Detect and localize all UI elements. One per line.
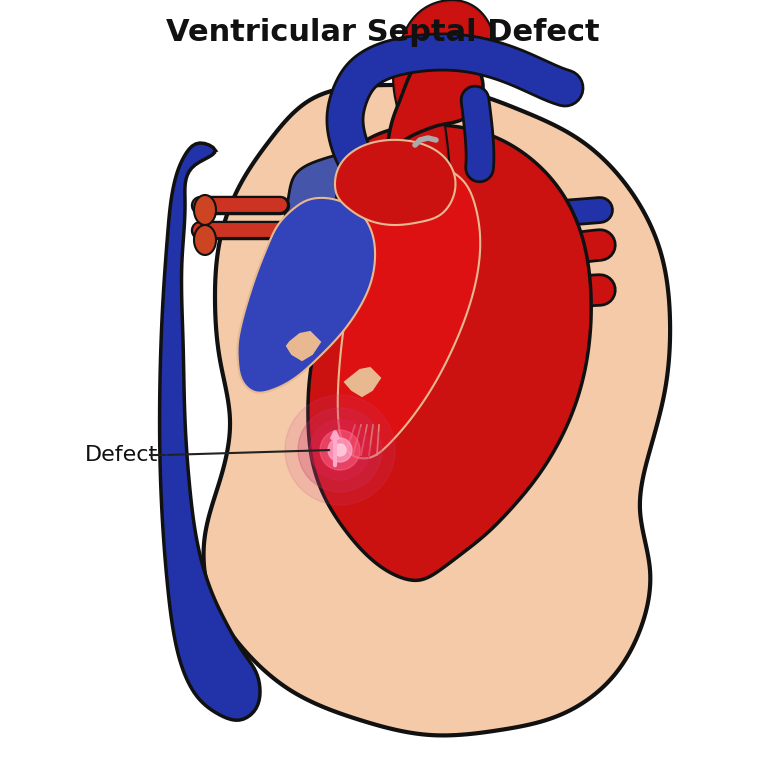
- Polygon shape: [338, 162, 480, 459]
- Polygon shape: [237, 198, 375, 393]
- Ellipse shape: [194, 225, 216, 255]
- Polygon shape: [345, 368, 380, 396]
- Circle shape: [310, 420, 370, 480]
- Polygon shape: [285, 152, 455, 290]
- Ellipse shape: [194, 195, 216, 225]
- Polygon shape: [335, 140, 456, 225]
- Circle shape: [334, 444, 346, 456]
- Circle shape: [320, 430, 360, 470]
- Polygon shape: [385, 47, 483, 171]
- Circle shape: [285, 395, 395, 505]
- Polygon shape: [159, 143, 260, 720]
- Circle shape: [298, 408, 382, 492]
- Text: Ventricular Septal Defect: Ventricular Septal Defect: [166, 18, 600, 47]
- Polygon shape: [287, 332, 320, 360]
- Polygon shape: [204, 85, 670, 735]
- Polygon shape: [308, 125, 591, 580]
- Circle shape: [328, 438, 352, 462]
- Text: Defect: Defect: [85, 445, 159, 465]
